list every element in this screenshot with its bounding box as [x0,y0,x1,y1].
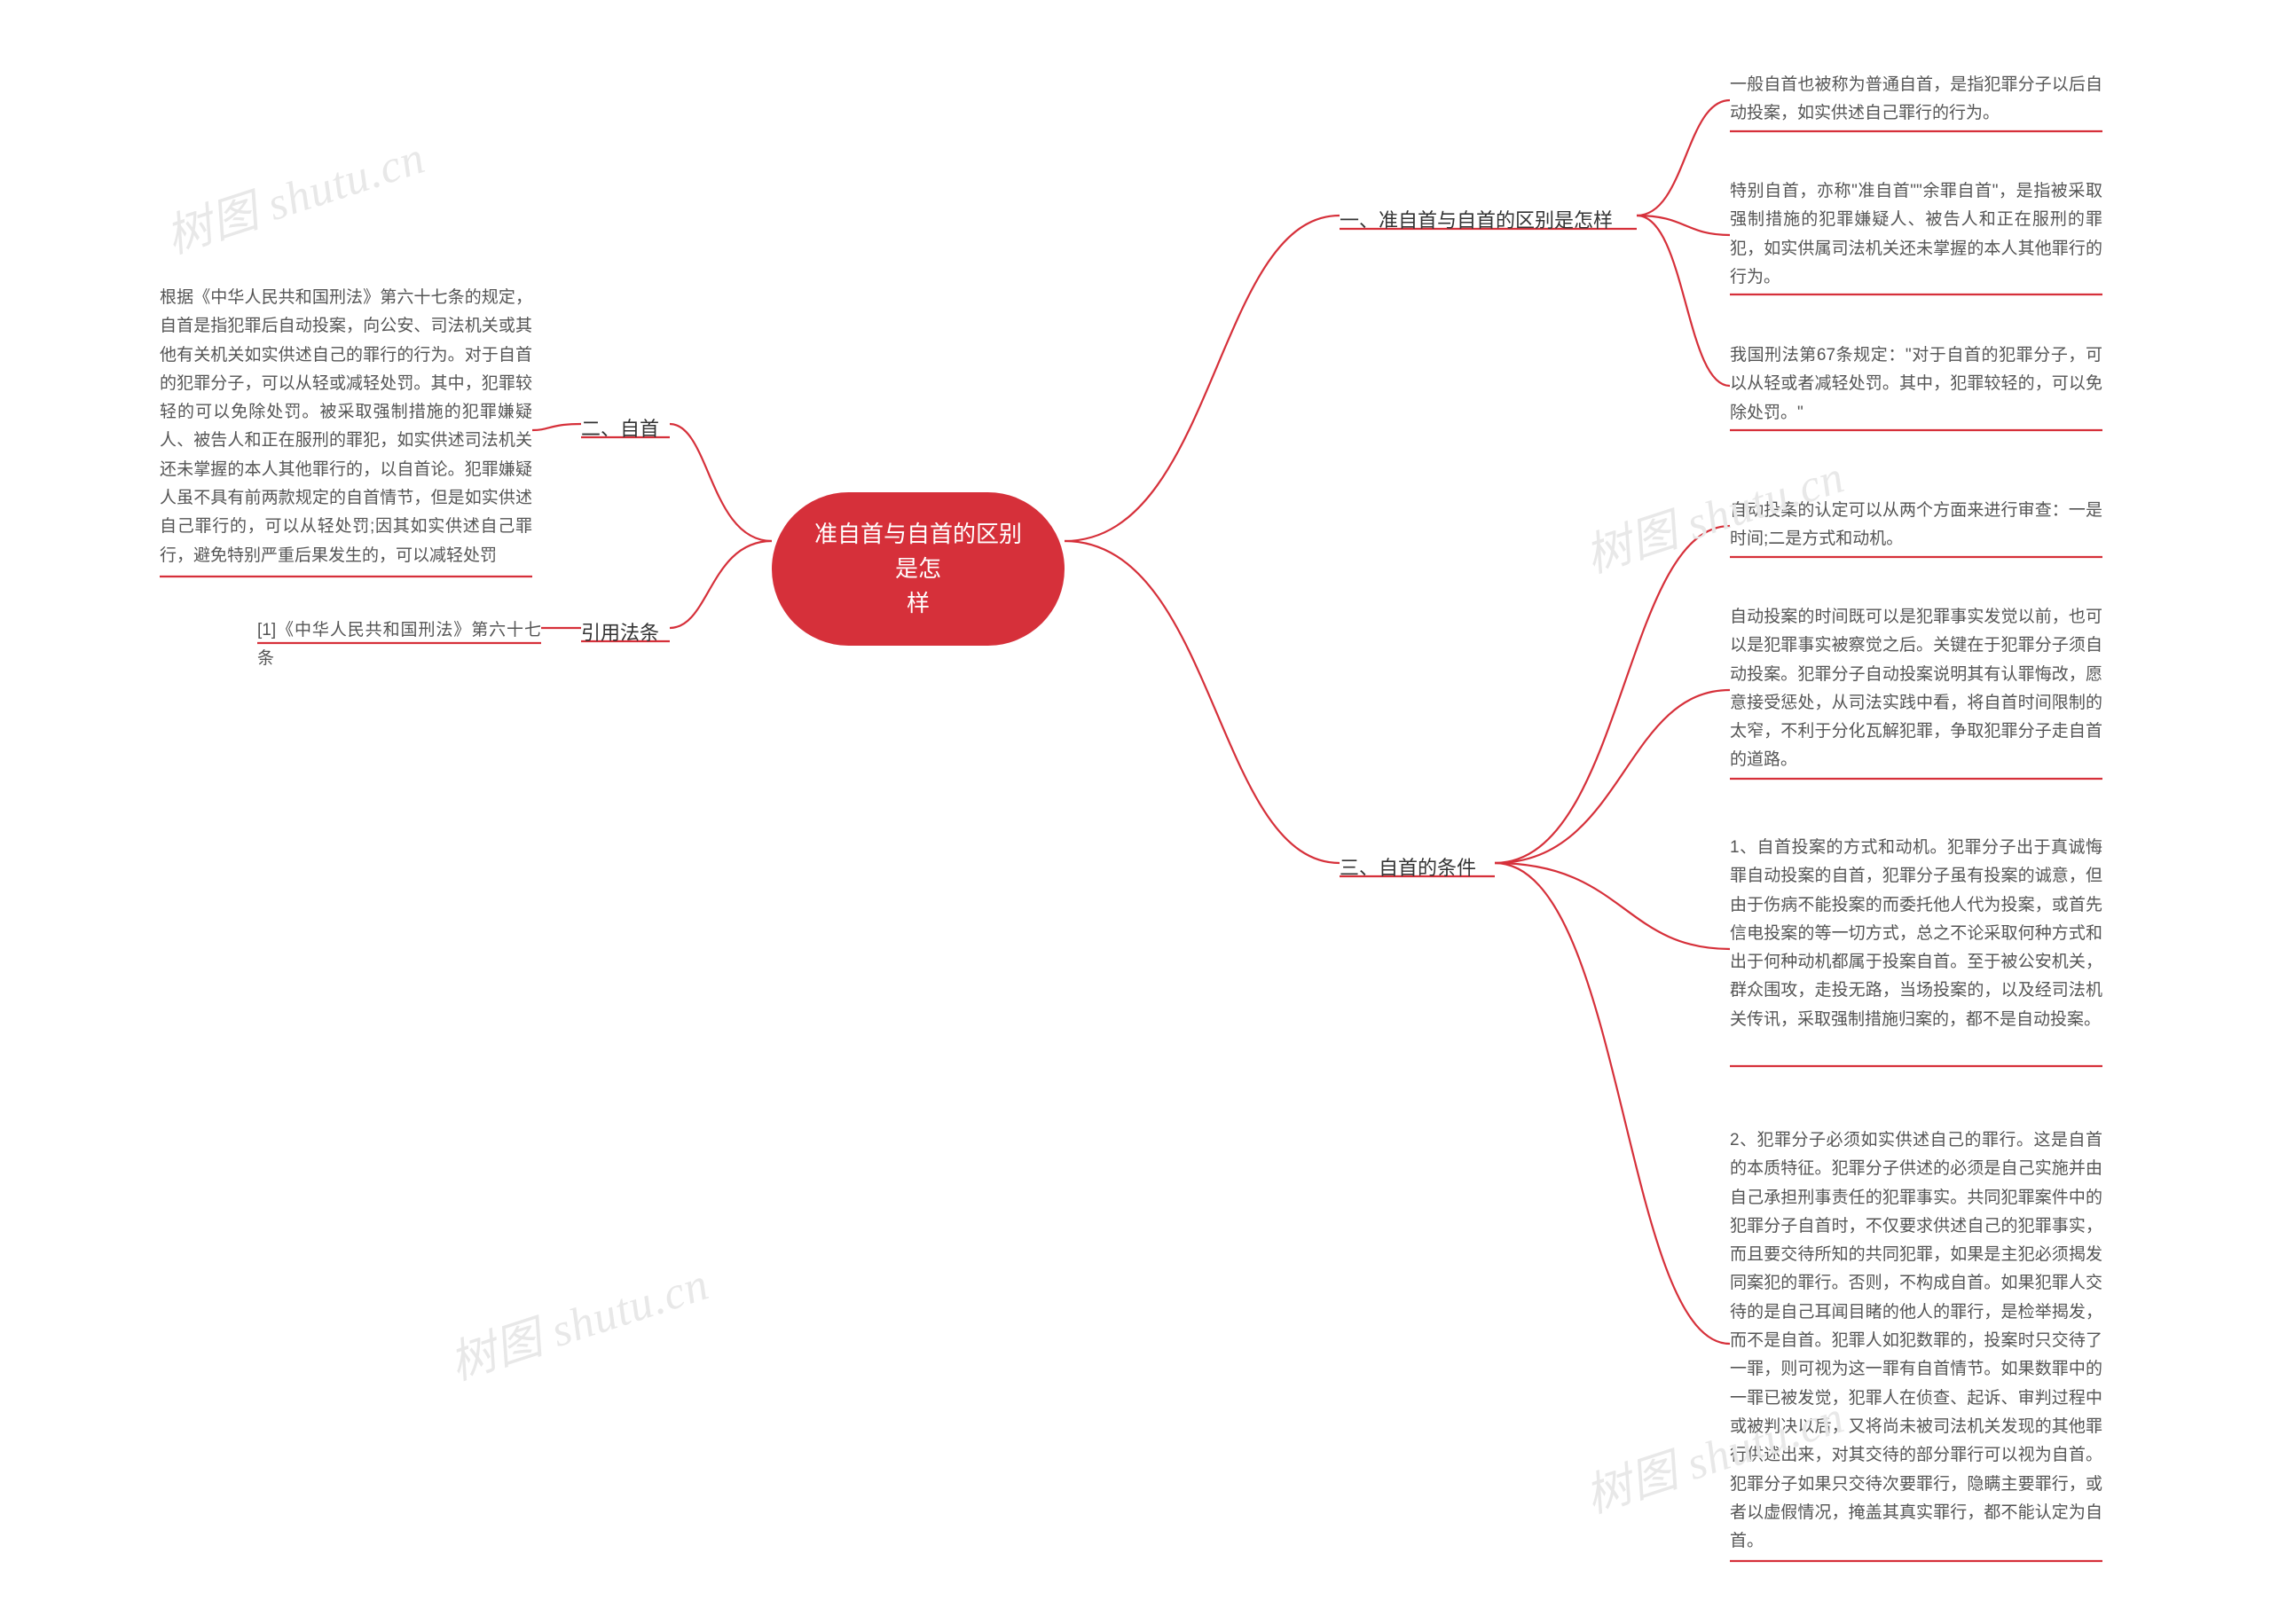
branch-node: 二、自首 [581,412,659,445]
branch-node: 三、自首的条件 [1340,851,1476,884]
connector-path [670,424,772,541]
connector-path [670,541,772,628]
connector-path [1495,863,1730,1344]
leaf-node: 2、犯罪分子必须如实供述自己的罪行。这是自首的本质特征。犯罪分子供述的必须是自己… [1730,1126,2102,1556]
connector-path [1495,863,1730,949]
root-text-line1: 准自首与自首的区别是怎 [814,521,1022,582]
leaf-node: [1]《中华人民共和国刑法》第六十七条 [257,616,541,674]
connector-path [1637,100,1730,216]
connector-path [1637,216,1730,386]
leaf-node: 自动投案的时间既可以是犯罪事实发觉以前，也可以是犯罪事实被察觉之后。关键在于犯罪… [1730,603,2102,775]
connector-path [1637,216,1730,235]
connector-path [1495,690,1730,863]
leaf-node: 自动投案的认定可以从两个方面来进行审查：一是时间;二是方式和动机。 [1730,497,2102,554]
root-text-line2: 样 [907,590,930,616]
connector-path [1065,216,1340,541]
branch-node: 引用法条 [581,616,659,649]
root-node: 准自首与自首的区别是怎 样 [772,492,1065,646]
leaf-node: 特别自首，亦称"准自首""余罪自首"，是指被采取强制措施的犯罪嫌疑人、被告人和正… [1730,177,2102,292]
leaf-node: 根据《中华人民共和国刑法》第六十七条的规定，自首是指犯罪后自动投案，向公安、司法… [160,284,532,570]
leaf-node: 1、自首投案的方式和动机。犯罪分子出于真诚悔罪自动投案的自首，犯罪分子虽有投案的… [1730,834,2102,1034]
leaf-node: 一般自首也被称为普通自首，是指犯罪分子以后自动投案，如实供述自己罪行的行为。 [1730,71,2102,129]
watermark: 树图 shutu.cn [156,120,432,266]
leaf-node: 我国刑法第67条规定："对于自首的犯罪分子，可以从轻或者减轻处罚。其中，犯罪较轻… [1730,341,2102,428]
watermark: 树图 shutu.cn [440,1246,716,1393]
connector-path [532,424,581,430]
connector-path [1495,526,1730,863]
connector-path [1065,541,1340,863]
branch-node: 一、准自首与自首的区别是怎样 [1340,204,1613,237]
